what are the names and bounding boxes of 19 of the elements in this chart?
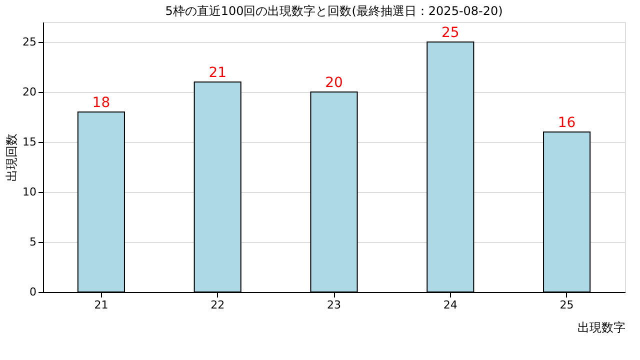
data-label: 25	[441, 25, 460, 41]
y-tick-label: 15	[22, 136, 36, 148]
y-tick-label: 20	[22, 86, 36, 98]
data-label: 21	[208, 65, 227, 81]
data-label: 18	[92, 95, 110, 111]
x-tick-label: 21	[94, 298, 108, 312]
x-tick-label: 22	[210, 298, 225, 312]
y-tick-label: 25	[22, 36, 36, 48]
y-axis-title: 出現回数	[4, 134, 19, 182]
x-tick-label: 25	[560, 298, 574, 312]
y-tick-label: 5	[30, 236, 36, 248]
y-tick-label: 0	[30, 286, 36, 298]
y-tick-label: 10	[22, 186, 36, 198]
data-label: 20	[325, 75, 343, 91]
x-tick-label: 23	[327, 298, 341, 312]
x-tick-label: 24	[443, 298, 458, 312]
chart-title: 5枠の直近100回の出現数字と回数(最終抽選日：2025-08-20)	[165, 4, 503, 18]
x-axis-title: 出現数字	[578, 320, 626, 334]
data-label: 16	[558, 115, 576, 131]
